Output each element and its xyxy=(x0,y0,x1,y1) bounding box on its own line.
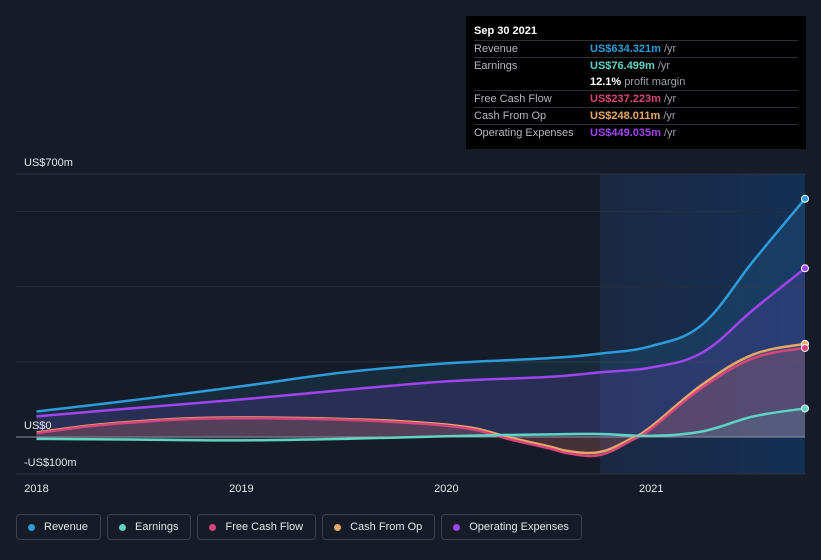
series-end-dots xyxy=(801,194,809,413)
x-tick-label: 2018 xyxy=(24,483,48,495)
tooltip-row: Revenue US$634.321m/yr xyxy=(474,40,798,57)
legend-item-free-cash-flow[interactable]: Free Cash Flow xyxy=(197,514,317,540)
tooltip-row: Cash From Op US$248.011m/yr xyxy=(474,107,798,124)
grid-lines xyxy=(16,173,805,475)
line-operating-expenses xyxy=(36,267,806,418)
area-cash-from-op xyxy=(36,343,805,454)
legend-label: Free Cash Flow xyxy=(225,521,304,533)
tooltip-row-value: US$76.499m xyxy=(590,60,655,72)
area-earnings xyxy=(36,408,805,441)
x-tick-label: 2020 xyxy=(434,483,458,495)
area-operating-expenses xyxy=(36,268,805,437)
x-tick-label: 2019 xyxy=(229,483,253,495)
tooltip: Sep 30 2021 Revenue US$634.321m/yr Earning… xyxy=(466,16,806,149)
area-free-cash-flow xyxy=(36,347,805,456)
tooltip-date: Sep 30 2021 xyxy=(474,25,537,37)
tooltip-row-label: Earnings xyxy=(474,60,518,72)
tooltip-row-unit: /yr xyxy=(663,110,676,122)
legend-label: Revenue xyxy=(44,521,89,533)
end-dot-earnings xyxy=(801,404,809,413)
end-dot-operating-expenses xyxy=(801,264,809,273)
x-tick-labels: 2018 2019 2020 2021 xyxy=(24,483,663,495)
area-revenue xyxy=(36,198,805,437)
tooltip-row-value: US$634.321m xyxy=(590,43,661,55)
series-areas xyxy=(36,198,805,456)
legend-dot-icon xyxy=(453,523,461,531)
tooltip-row-unit: /yr xyxy=(663,43,677,55)
tooltip-row-unit: /yr xyxy=(663,93,677,105)
tooltip-row: Free Cash Flow US$237.223m/yr xyxy=(474,90,798,107)
tooltip-row-value: US$237.223m xyxy=(590,93,661,105)
legend-item-earnings[interactable]: Earnings xyxy=(107,514,192,540)
legend-dot-icon xyxy=(119,523,127,531)
tooltip-row: Earnings US$76.499m/yr xyxy=(474,57,798,74)
x-tick-label: 2021 xyxy=(639,483,663,495)
tooltip-row-value: 12.1% xyxy=(590,76,622,88)
legend-label: Operating Expenses xyxy=(469,521,569,533)
y-tick-zero: US$0 xyxy=(24,420,52,432)
legend-dot-icon xyxy=(28,523,35,531)
line-free-cash-flow xyxy=(36,346,806,458)
legend: Revenue Earnings Free Cash Flow Cash From O… xyxy=(16,514,582,540)
tooltip-row-label: Revenue xyxy=(474,43,519,55)
tooltip-row-label: Cash From Op xyxy=(474,110,547,122)
line-earnings xyxy=(36,407,806,442)
tooltip-row-unit: /yr xyxy=(663,127,677,139)
tooltip-row-value: US$449.035m xyxy=(590,127,661,139)
tooltip-row-label: Operating Expenses xyxy=(474,127,574,139)
legend-label: Cash From Op xyxy=(350,521,423,533)
tooltip-row: Operating Expenses US$449.035m/yr xyxy=(474,124,798,141)
tooltip-row-unit: profit margin xyxy=(624,76,686,88)
line-revenue xyxy=(36,197,806,413)
series-lines xyxy=(36,197,806,458)
legend-dot-icon xyxy=(334,523,342,531)
tooltip-row: 12.1% profit margin xyxy=(474,74,798,90)
end-dot-free-cash-flow xyxy=(801,343,809,352)
legend-item-cash-from-op[interactable]: Cash From Op xyxy=(322,514,436,540)
legend-item-revenue[interactable]: Revenue xyxy=(16,514,102,540)
legend-dot-icon xyxy=(209,523,217,531)
y-tick-bottom: -US$100m xyxy=(24,457,77,469)
legend-label: Earnings xyxy=(135,521,179,533)
legend-item-operating-expenses[interactable]: Operating Expenses xyxy=(441,514,582,540)
end-dot-revenue xyxy=(801,194,809,203)
y-tick-top: US$700m xyxy=(24,157,73,169)
tooltip-row-unit: /yr xyxy=(657,60,671,72)
tooltip-row-label: Free Cash Flow xyxy=(474,93,552,105)
tooltip-row-value: US$248.011m xyxy=(590,110,661,122)
